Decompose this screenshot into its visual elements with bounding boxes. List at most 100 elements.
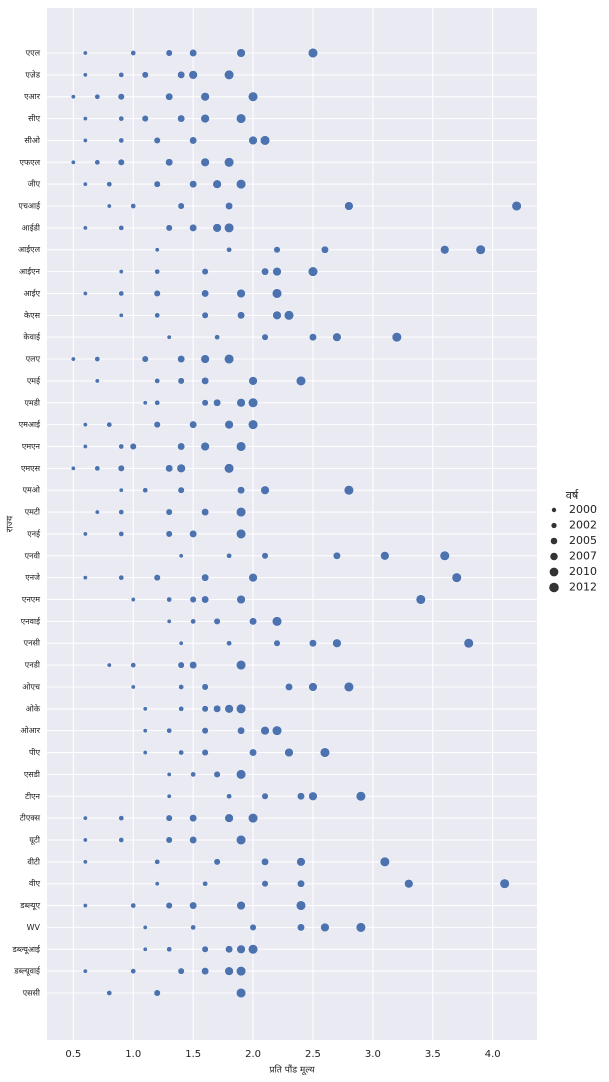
point — [332, 638, 342, 648]
point — [200, 92, 210, 102]
point — [94, 356, 101, 362]
point — [141, 115, 149, 123]
point — [249, 617, 258, 626]
point — [297, 792, 305, 801]
point — [130, 902, 137, 909]
y-tick-label: एनजे — [25, 572, 41, 582]
point — [236, 987, 247, 999]
point — [226, 640, 232, 647]
y-tick-label: यूटी — [29, 834, 41, 845]
point — [165, 224, 173, 232]
point — [153, 421, 161, 429]
point — [308, 639, 317, 648]
point — [70, 356, 76, 362]
legend-label: 2010 — [569, 565, 597, 578]
point — [189, 136, 198, 145]
point — [106, 181, 113, 188]
point — [283, 310, 295, 321]
point — [236, 528, 247, 539]
point — [177, 661, 185, 669]
point — [117, 93, 125, 101]
legend-marker — [551, 507, 557, 513]
point — [271, 725, 283, 736]
point — [154, 378, 161, 384]
x-tick-label: 3.5 — [425, 1049, 441, 1060]
point — [271, 616, 283, 627]
y-tick-label: एमओ — [23, 485, 41, 495]
point — [201, 727, 209, 735]
point — [237, 726, 246, 735]
point — [237, 311, 246, 320]
point — [178, 640, 184, 646]
y-tick-label: आईएन — [19, 266, 41, 276]
point — [202, 880, 209, 887]
y-tick-label: ओएच — [22, 681, 41, 691]
point — [248, 376, 258, 386]
point — [94, 378, 100, 384]
point — [118, 71, 125, 78]
point — [130, 597, 136, 602]
point — [166, 596, 173, 603]
point — [236, 966, 247, 977]
point — [117, 158, 125, 166]
point — [261, 333, 269, 341]
y-tick-label: एज़ेड — [25, 69, 40, 79]
y-axis-label: राज्य — [6, 515, 16, 532]
point — [295, 375, 307, 386]
point — [201, 683, 209, 691]
point — [236, 179, 247, 190]
point — [213, 704, 222, 713]
legend-label: 2005 — [569, 534, 597, 547]
point — [142, 728, 148, 734]
point — [190, 924, 197, 931]
point — [130, 662, 137, 668]
point — [165, 92, 174, 101]
legend-label: 2012 — [569, 581, 597, 594]
point — [189, 814, 198, 823]
y-tick-label: एमटी — [25, 507, 41, 517]
point — [82, 116, 88, 122]
point — [261, 552, 269, 560]
y-tick-label: एमई — [27, 375, 41, 385]
point — [130, 203, 137, 209]
point — [154, 268, 161, 275]
point — [142, 750, 148, 755]
y-tick-label: सीओ — [24, 135, 40, 145]
point — [82, 225, 88, 231]
y-tick-label: एचआई — [18, 201, 41, 211]
point — [94, 465, 101, 472]
point — [130, 50, 137, 56]
y-tick-label: एनएम — [22, 595, 40, 604]
point — [213, 858, 221, 866]
point — [226, 793, 232, 800]
point — [260, 726, 270, 736]
point — [272, 266, 282, 277]
point — [214, 334, 221, 341]
point — [94, 509, 100, 515]
point — [118, 443, 125, 450]
y-tick-label: टीएन — [25, 791, 41, 801]
point — [248, 135, 258, 146]
y-tick-label: एलए — [26, 355, 41, 364]
point — [201, 945, 209, 953]
point — [200, 354, 210, 364]
point — [118, 269, 124, 275]
point — [82, 903, 88, 909]
point — [82, 575, 88, 581]
point — [118, 815, 125, 821]
y-tick-label: ओके — [26, 703, 41, 713]
point — [190, 618, 197, 625]
point — [130, 968, 137, 975]
point — [499, 878, 510, 889]
point — [177, 967, 185, 975]
point — [178, 749, 185, 756]
point — [236, 834, 247, 846]
point — [153, 289, 161, 297]
point — [142, 946, 148, 952]
point — [296, 857, 306, 867]
point — [404, 879, 414, 889]
point — [261, 880, 269, 888]
y-tick-label: ओआर — [20, 725, 40, 735]
point — [142, 400, 148, 406]
point — [118, 531, 125, 537]
